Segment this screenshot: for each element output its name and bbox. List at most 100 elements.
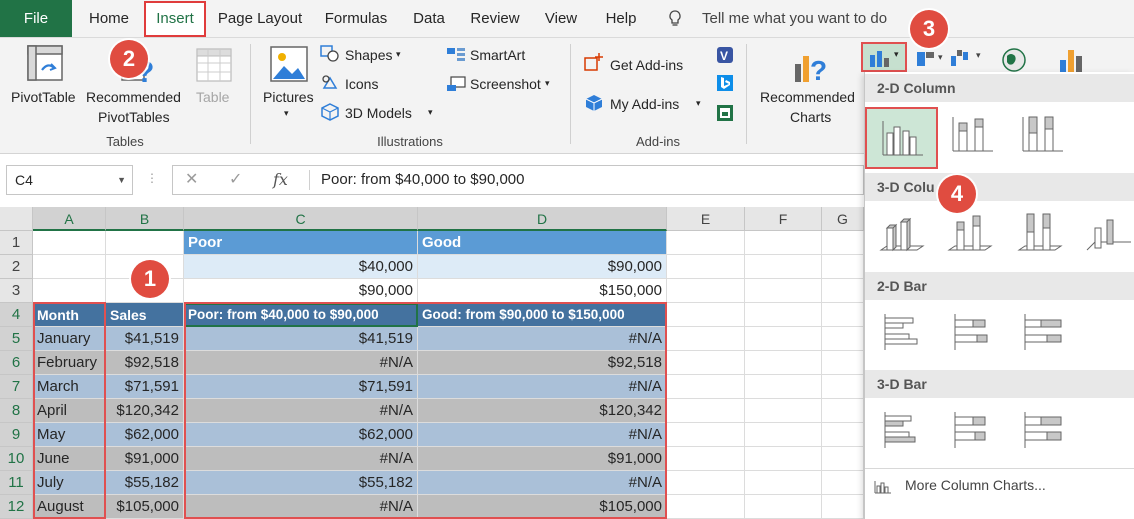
cell-empty[interactable] — [822, 447, 864, 471]
cell-a2[interactable] — [33, 255, 106, 279]
cell-empty[interactable] — [667, 447, 745, 471]
cell-empty[interactable] — [667, 495, 745, 519]
bing-icon[interactable] — [716, 74, 734, 92]
table-row-month[interactable]: January — [33, 327, 106, 351]
3d-column-option[interactable] — [1081, 206, 1134, 258]
chevron-down-icon[interactable]: ▾ — [428, 107, 433, 117]
cell-c3[interactable]: $90,000 — [184, 279, 418, 303]
pivot-table-label[interactable]: PivotTable — [11, 89, 76, 105]
cell-c4[interactable]: Poor: from $40,000 to $90,000 — [184, 303, 418, 327]
cell-c2[interactable]: $40,000 — [184, 255, 418, 279]
table-row-month[interactable]: April — [33, 399, 106, 423]
row-header[interactable]: 4 — [0, 303, 33, 327]
table-row-poor[interactable]: #N/A — [184, 447, 418, 471]
cell-d1[interactable]: Good — [418, 231, 667, 255]
chevron-down-icon[interactable]: ▾ — [284, 108, 289, 118]
name-box[interactable]: C4 ▼ — [6, 165, 133, 195]
cell-empty[interactable] — [667, 399, 745, 423]
cell-empty[interactable] — [822, 423, 864, 447]
row-header[interactable]: 1 — [0, 231, 33, 255]
shapes-label[interactable]: Shapes — [345, 47, 393, 63]
table-row-sales[interactable]: $62,000 — [106, 423, 184, 447]
3d-100-stacked-bar-option[interactable] — [1013, 404, 1077, 456]
pivot-table-icon[interactable] — [26, 44, 66, 84]
pivot-chart-icon[interactable] — [1056, 46, 1090, 76]
cell-empty[interactable] — [822, 495, 864, 519]
clustered-bar-option[interactable] — [873, 306, 937, 358]
recommended-charts-label-1[interactable]: Recommended — [760, 89, 855, 105]
cell-e3[interactable] — [667, 279, 745, 303]
row-header[interactable]: 12 — [0, 495, 33, 519]
cancel-icon[interactable]: ✕ — [185, 171, 199, 188]
shapes-icon[interactable] — [320, 45, 340, 63]
icons-icon[interactable] — [320, 74, 340, 92]
cell-f4[interactable] — [745, 303, 822, 327]
cell-f3[interactable] — [745, 279, 822, 303]
recommended-pivot-label-1[interactable]: Recommended — [86, 89, 181, 105]
tab-help[interactable]: Help — [605, 10, 637, 27]
column-header-f[interactable]: F — [745, 207, 822, 231]
screenshot-icon[interactable] — [446, 76, 466, 92]
table-row-sales[interactable]: $91,000 — [106, 447, 184, 471]
column-header-g[interactable]: G — [822, 207, 864, 231]
row-header[interactable]: 11 — [0, 471, 33, 495]
table-row-good[interactable]: #N/A — [418, 471, 667, 495]
3d-stacked-column-option[interactable] — [941, 206, 1005, 258]
table-row-poor[interactable]: #N/A — [184, 399, 418, 423]
more-column-charts-link[interactable]: More Column Charts... — [905, 477, 1046, 493]
column-header-a[interactable]: A — [33, 207, 106, 231]
cell-g4[interactable] — [822, 303, 864, 327]
cell-empty[interactable] — [822, 471, 864, 495]
table-row-poor[interactable]: #N/A — [184, 495, 418, 519]
enter-icon[interactable]: ✓ — [229, 171, 243, 188]
cell-e2[interactable] — [667, 255, 745, 279]
tab-file[interactable]: File — [0, 0, 72, 37]
column-header-d[interactable]: D — [418, 207, 667, 231]
column-header-c[interactable]: C — [184, 207, 418, 231]
row-header[interactable]: 8 — [0, 399, 33, 423]
table-row-good[interactable]: $91,000 — [418, 447, 667, 471]
cell-g2[interactable] — [822, 255, 864, 279]
table-row-sales[interactable]: $41,519 — [106, 327, 184, 351]
cell-b3[interactable] — [106, 279, 184, 303]
table-row-poor[interactable]: #N/A — [184, 351, 418, 375]
cell-d4[interactable]: Good: from $90,000 to $150,000 — [418, 303, 667, 327]
table-row-good[interactable]: #N/A — [418, 375, 667, 399]
chevron-down-icon[interactable]: ▾ — [696, 98, 701, 108]
row-header[interactable]: 2 — [0, 255, 33, 279]
tab-data[interactable]: Data — [413, 10, 445, 27]
cell-empty[interactable] — [822, 351, 864, 375]
table-row-month[interactable]: August — [33, 495, 106, 519]
cell-empty[interactable] — [667, 423, 745, 447]
cell-empty[interactable] — [745, 447, 822, 471]
smartart-label[interactable]: SmartArt — [470, 47, 526, 63]
icons-label[interactable]: Icons — [345, 76, 379, 92]
column-header-b[interactable]: B — [106, 207, 184, 231]
3d-models-label[interactable]: 3D Models — [345, 105, 412, 121]
cell-empty[interactable] — [745, 471, 822, 495]
row-header[interactable]: 9 — [0, 423, 33, 447]
chevron-down-icon[interactable]: ▾ — [396, 49, 401, 59]
cell-g1[interactable] — [822, 231, 864, 255]
cell-empty[interactable] — [667, 375, 745, 399]
tab-review[interactable]: Review — [470, 10, 520, 27]
chevron-down-icon[interactable]: ▼ — [117, 175, 126, 185]
get-addins-label[interactable]: Get Add-ins — [610, 57, 684, 73]
recommended-charts-label-2[interactable]: Charts — [790, 109, 832, 125]
recommended-charts-icon[interactable]: ? — [792, 46, 832, 86]
cell-d3[interactable]: $150,000 — [418, 279, 667, 303]
smartart-icon[interactable] — [446, 46, 466, 62]
table-row-good[interactable]: $92,518 — [418, 351, 667, 375]
3d-100-stacked-column-option[interactable] — [1011, 206, 1075, 258]
select-all-corner[interactable] — [0, 207, 33, 231]
table-row-sales[interactable]: $105,000 — [106, 495, 184, 519]
3d-clustered-bar-option[interactable] — [873, 404, 937, 456]
cell-empty[interactable] — [822, 375, 864, 399]
table-row-poor[interactable]: $41,519 — [184, 327, 418, 351]
cell-empty[interactable] — [745, 423, 822, 447]
cell-f2[interactable] — [745, 255, 822, 279]
cell-c1[interactable]: Poor — [184, 231, 418, 255]
screenshot-label[interactable]: Screenshot — [470, 76, 541, 92]
tab-page-layout[interactable]: Page Layout — [217, 10, 303, 27]
100-stacked-column-option[interactable] — [1015, 109, 1079, 161]
